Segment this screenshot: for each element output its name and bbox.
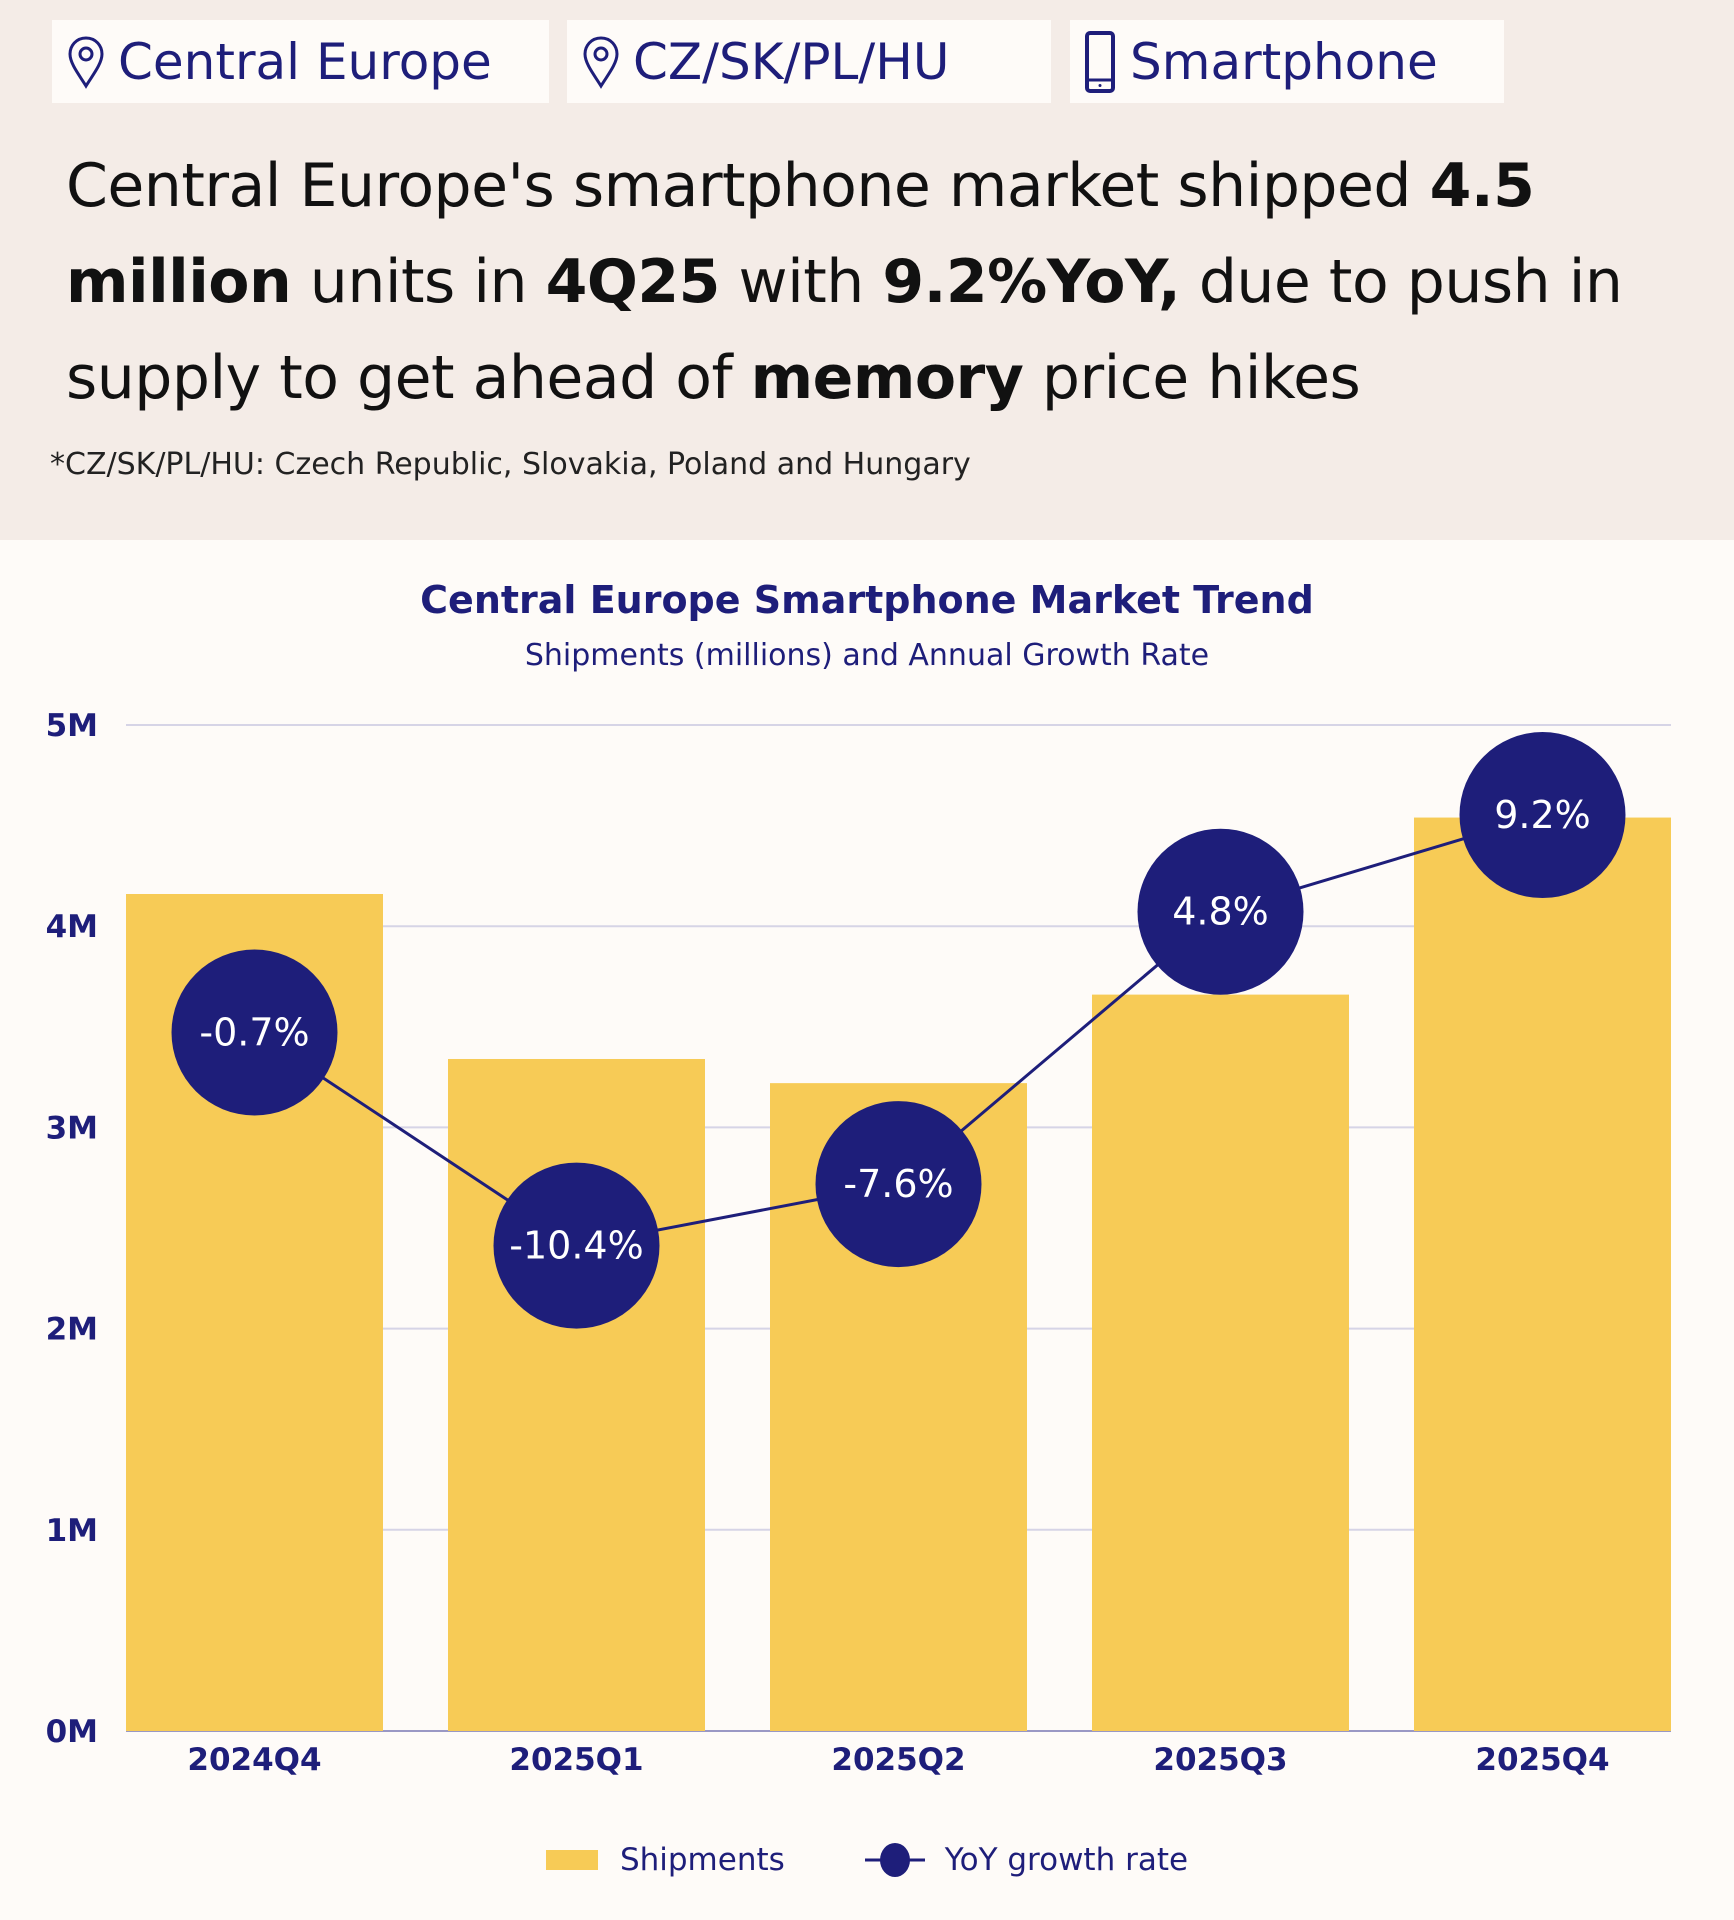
legend-line-marker-icon (864, 1843, 925, 1877)
growth-marker (1459, 732, 1626, 899)
headline: Central Europe's smartphone market shipp… (66, 138, 1706, 426)
tag-label: Central Europe (118, 32, 492, 91)
y-tick-label: 5M (46, 708, 98, 744)
y-tick-label: 2M (46, 1312, 98, 1348)
y-tick-label: 4M (46, 909, 98, 945)
legend-item-shipments: Shipments (545, 1842, 785, 1878)
chart-title: Central Europe Smartphone Market Trend (420, 578, 1314, 622)
tag-countries: CZ/SK/PL/HU (567, 20, 1051, 103)
growth-marker (815, 1101, 982, 1268)
y-tick-label: 3M (46, 1110, 98, 1146)
growth-marker (171, 949, 338, 1116)
x-tick-label: 2025Q2 (831, 1742, 965, 1778)
growth-data-label: 9.2% (1494, 793, 1591, 837)
y-tick-label: 0M (46, 1714, 98, 1750)
smartphone-icon (1085, 30, 1115, 93)
bar-shipments (1092, 994, 1349, 1731)
map-pin-icon (583, 35, 619, 89)
headline-emphasis: memory (750, 343, 1024, 413)
growth-marker (493, 1162, 660, 1329)
headline-text: due to push in supply to get ahead of (66, 247, 1623, 413)
x-tick-label: 2025Q3 (1153, 1742, 1287, 1778)
tag-device: Smartphone (1070, 20, 1504, 103)
headline-emphasis: 4Q25 (545, 247, 721, 317)
map-pin-icon (68, 35, 104, 89)
legend-item-growth: YoY growth rate (864, 1840, 1189, 1880)
headline-emphasis: 4.5 million (66, 151, 1535, 317)
tag-label: CZ/SK/PL/HU (633, 32, 950, 91)
growth-data-label: -7.6% (843, 1162, 953, 1206)
growth-data-label: 4.8% (1172, 890, 1269, 934)
x-tick-label: 2025Q1 (509, 1742, 643, 1778)
headline-text: with (719, 247, 883, 317)
tag-label: Smartphone (1130, 32, 1438, 91)
headline-text: price hikes (1023, 343, 1361, 413)
growth-data-label: -0.7% (199, 1011, 309, 1055)
x-tick-label: 2025Q4 (1475, 1742, 1609, 1778)
bar-shipments (448, 1058, 705, 1731)
y-tick-label: 1M (46, 1513, 98, 1549)
legend-label: YoY growth rate (944, 1842, 1189, 1878)
headline-text: units in (291, 247, 546, 317)
tag-region: Central Europe (52, 20, 549, 103)
header-band: Central Europe CZ/SK/PL/HU Smartphone Ce… (0, 0, 1734, 540)
headline-text: Central Europe's smartphone market shipp… (66, 151, 1430, 221)
x-tick-label: 2024Q4 (187, 1742, 321, 1778)
legend-swatch-bar (545, 1850, 598, 1870)
headline-emphasis: 9.2%YoY, (882, 247, 1181, 317)
legend: Shipments YoY growth rate (0, 1840, 1734, 1880)
legend-label: Shipments (619, 1842, 785, 1878)
growth-data-label: -10.4% (509, 1224, 643, 1268)
footnote: *CZ/SK/PL/HU: Czech Republic, Slovakia, … (50, 447, 971, 482)
chart-subtitle: Shipments (millions) and Annual Growth R… (524, 638, 1210, 673)
bar-shipments (1414, 817, 1671, 1731)
growth-marker (1137, 828, 1304, 995)
